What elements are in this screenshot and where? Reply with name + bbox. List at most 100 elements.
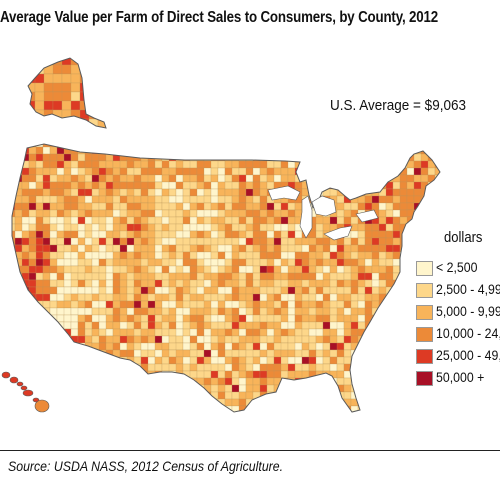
county-cell <box>21 363 37 372</box>
county-cell <box>364 342 380 351</box>
county-cell <box>133 230 142 239</box>
county-cell <box>371 349 380 358</box>
county-cell <box>77 188 86 197</box>
county-cell <box>371 223 380 232</box>
county-cell <box>203 174 212 183</box>
county-cell <box>98 237 107 246</box>
county-cell <box>189 265 198 274</box>
county-cell <box>168 300 177 309</box>
county-cell <box>350 144 359 148</box>
county-cell <box>28 258 37 267</box>
county-cell <box>343 153 352 162</box>
county-cell <box>175 377 191 386</box>
county-cell <box>21 244 30 253</box>
county-cell <box>350 293 359 302</box>
county-cell <box>406 370 415 379</box>
county-cell <box>252 307 261 316</box>
county-cell <box>434 153 440 162</box>
county-cell <box>28 58 36 66</box>
county-cell <box>329 153 345 162</box>
county-cell <box>203 195 212 204</box>
county-cell <box>371 405 387 412</box>
county-cell <box>315 349 324 358</box>
county-cell <box>175 356 184 365</box>
county-cell <box>259 230 268 239</box>
county-cell <box>28 342 37 351</box>
county-cell <box>406 349 415 358</box>
county-cell <box>61 127 72 128</box>
county-cell <box>97 109 106 120</box>
legend-title: dollars <box>444 230 483 246</box>
county-cell <box>21 335 37 344</box>
county-cell <box>182 272 191 281</box>
county-cell <box>98 384 107 393</box>
county-cell <box>392 216 401 225</box>
county-cell <box>35 321 51 330</box>
county-cell <box>294 144 310 148</box>
county-cell <box>98 209 107 218</box>
county-cell <box>161 174 170 183</box>
county-cell <box>98 272 107 281</box>
county-cell <box>112 391 121 400</box>
county-cell <box>140 216 149 225</box>
county-cell <box>364 328 380 337</box>
county-cell <box>28 202 37 211</box>
county-cell <box>308 300 317 309</box>
county-cell <box>259 370 268 379</box>
county-cell <box>112 223 121 232</box>
county-cell <box>392 328 401 337</box>
county-cell <box>336 181 345 190</box>
county-cell <box>107 74 116 83</box>
county-cell <box>217 321 226 330</box>
county-cell <box>308 398 324 407</box>
county-cell <box>273 144 282 148</box>
county-cell <box>70 118 81 128</box>
county-cell <box>70 370 86 379</box>
county-cell <box>329 398 338 407</box>
county-cell <box>84 356 93 365</box>
county-cell <box>50 413 57 420</box>
county-cell <box>196 244 205 253</box>
county-cell <box>126 160 135 169</box>
county-cell <box>21 356 30 365</box>
county-cell <box>77 209 86 218</box>
county-cell <box>413 223 422 232</box>
footer-divider <box>0 450 500 451</box>
county-cell <box>364 356 380 365</box>
county-cell <box>35 174 44 183</box>
county-cell <box>364 188 373 197</box>
county-cell <box>189 202 198 211</box>
county-cell <box>70 244 79 253</box>
county-cell <box>245 195 254 204</box>
county-cell <box>231 321 240 330</box>
county-cell <box>154 279 163 288</box>
county-cell <box>98 377 114 386</box>
county-cell <box>357 237 366 246</box>
county-cell <box>133 258 142 267</box>
county-cell <box>322 237 331 246</box>
county-cell <box>329 356 338 365</box>
county-cell <box>322 307 331 316</box>
county-cell <box>350 237 359 246</box>
county-cell <box>343 286 352 295</box>
county-cell <box>42 384 58 393</box>
county-cell <box>77 244 86 253</box>
county-cell <box>399 328 408 337</box>
county-cell <box>301 153 310 162</box>
county-cell <box>378 349 387 358</box>
county-cell <box>308 384 317 393</box>
lake-shape <box>323 225 353 241</box>
county-cell <box>161 216 170 225</box>
county-cell <box>273 391 282 400</box>
county-cell <box>252 209 261 218</box>
county-cell <box>140 377 156 386</box>
county-cell <box>189 356 198 365</box>
county-cell <box>203 209 212 218</box>
county-cell <box>385 144 401 148</box>
county-cell <box>35 384 44 393</box>
county-cell <box>210 244 219 253</box>
county-cell <box>406 195 415 204</box>
county-cell <box>63 144 72 148</box>
county-cell <box>385 202 394 211</box>
legend-label: 2,500 - 4,99 <box>436 281 500 297</box>
